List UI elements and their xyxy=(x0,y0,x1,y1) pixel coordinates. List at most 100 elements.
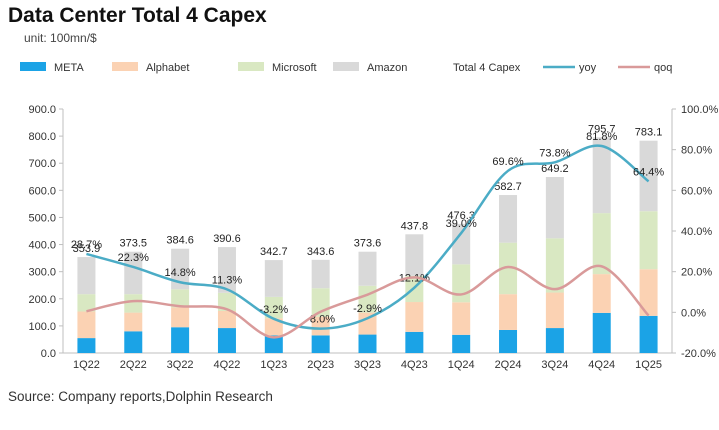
legend-swatch-amazon xyxy=(333,62,359,71)
bar-amazon xyxy=(171,248,190,290)
bar-microsoft xyxy=(77,294,96,312)
total-label: 476.3 xyxy=(447,210,475,222)
y-left-tick-label: 400.0 xyxy=(28,240,56,252)
bar-amazon xyxy=(592,137,611,214)
x-tick-label: 1Q23 xyxy=(260,359,287,371)
bar-amazon xyxy=(124,251,143,295)
bar-amazon xyxy=(358,251,377,286)
x-tick-label: 2Q24 xyxy=(495,359,522,371)
bar-microsoft xyxy=(592,213,611,275)
bar-meta xyxy=(452,334,471,353)
x-tick-label: 1Q25 xyxy=(635,359,662,371)
bar-meta xyxy=(77,338,96,353)
yoy-label: 39.0% xyxy=(446,218,477,230)
x-tick-label: 2Q22 xyxy=(120,359,147,371)
bar-meta xyxy=(171,327,190,353)
bar-alphabet xyxy=(311,316,330,336)
y-left-tick-label: 500.0 xyxy=(28,212,56,224)
bar-microsoft xyxy=(217,292,236,311)
source-note: Source: Company reports,Dolphin Research xyxy=(8,389,273,404)
yoy-label: 11.3% xyxy=(212,274,243,286)
y-left-tick-label: 700.0 xyxy=(28,158,56,170)
total-label: 649.2 xyxy=(541,163,569,175)
bar-microsoft xyxy=(639,211,658,270)
chart-unit: unit: 100mn/$ xyxy=(24,31,97,45)
bar-alphabet xyxy=(358,312,377,335)
bar-meta xyxy=(592,312,611,353)
legend-label: yoy xyxy=(579,62,597,74)
yoy-label: 12.1% xyxy=(399,273,430,285)
legend-label: Alphabet xyxy=(146,62,189,74)
y-right-tick-label: 100.0% xyxy=(681,104,719,116)
x-tick-label: 3Q22 xyxy=(167,359,194,371)
x-tick-label: 3Q23 xyxy=(354,359,381,371)
x-tick-label: 2Q23 xyxy=(307,359,334,371)
total-label: 384.6 xyxy=(166,235,194,247)
yoy-label: 69.6% xyxy=(492,156,523,168)
line-yoy xyxy=(86,144,650,330)
bar-alphabet xyxy=(499,294,518,330)
bar-meta xyxy=(499,329,518,353)
bar-alphabet xyxy=(171,307,190,328)
x-tick-label: 1Q22 xyxy=(73,359,100,371)
bar-meta xyxy=(545,328,564,353)
legend-label: qoq xyxy=(654,62,672,74)
bar-meta xyxy=(639,315,658,353)
total-label: 795.7 xyxy=(588,123,616,135)
bar-amazon xyxy=(499,195,518,243)
yoy-label: 81.8% xyxy=(586,131,617,143)
y-right-tick-label: 60.0% xyxy=(681,185,712,197)
bar-alphabet xyxy=(77,311,96,339)
bar-amazon xyxy=(311,259,330,289)
y-right-tick-label: 40.0% xyxy=(681,226,712,238)
y-left-tick-label: 900.0 xyxy=(28,104,56,116)
yoy-label: 14.8% xyxy=(165,267,196,279)
bar-amazon xyxy=(77,257,96,295)
bar-meta xyxy=(405,331,424,353)
bar-microsoft xyxy=(452,264,471,303)
bar-alphabet xyxy=(217,310,236,329)
total-label: 373.5 xyxy=(120,238,148,250)
bar-microsoft xyxy=(545,238,564,293)
bar-microsoft xyxy=(124,294,143,313)
legend-label: META xyxy=(54,62,84,74)
bar-alphabet xyxy=(545,292,564,329)
chart-title: Data Center Total 4 Capex xyxy=(8,4,267,27)
bar-meta xyxy=(358,334,377,353)
bar-meta xyxy=(217,328,236,353)
bar-amazon xyxy=(405,234,424,276)
total-label: 342.7 xyxy=(260,246,288,258)
y-left-tick-label: 0.0 xyxy=(41,348,56,360)
bar-alphabet xyxy=(452,302,471,335)
yoy-label: -3.2% xyxy=(259,304,288,316)
bar-microsoft xyxy=(171,289,190,308)
total-label: 437.8 xyxy=(401,220,429,232)
line-qoq xyxy=(86,264,650,339)
yoy-label: -8.0% xyxy=(306,314,335,326)
legend-label: Amazon xyxy=(367,62,407,74)
total-label: 783.1 xyxy=(635,127,663,139)
legend-swatch-microsoft xyxy=(238,62,264,71)
total-label: 373.6 xyxy=(354,238,382,250)
y-left-tick-label: 800.0 xyxy=(28,131,56,143)
bar-meta xyxy=(264,335,283,353)
y-left-tick-label: 300.0 xyxy=(28,267,56,279)
bar-microsoft xyxy=(499,242,518,295)
bar-meta xyxy=(124,331,143,353)
x-tick-label: 4Q22 xyxy=(214,359,241,371)
bar-alphabet xyxy=(592,274,611,313)
total-label: 343.6 xyxy=(307,246,335,258)
bar-amazon xyxy=(545,176,564,239)
x-tick-label: 1Q24 xyxy=(448,359,475,371)
y-left-tick-label: 600.0 xyxy=(28,185,56,197)
legend-swatch-alphabet xyxy=(112,62,138,71)
bar-microsoft xyxy=(264,296,283,319)
y-right-tick-label: 80.0% xyxy=(681,145,712,157)
yoy-label: 28.7% xyxy=(71,239,102,251)
yoy-label: 73.8% xyxy=(539,147,570,159)
total-label: 353.9 xyxy=(73,243,101,255)
total-label: 582.7 xyxy=(494,181,522,193)
y-left-tick-label: 100.0 xyxy=(28,321,56,333)
total-label: 390.6 xyxy=(213,233,241,245)
